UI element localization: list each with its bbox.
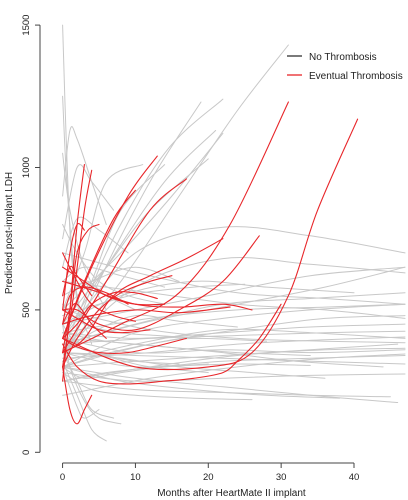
no-thrombosis-series-line: [62, 164, 115, 240]
no-thrombosis-series-line: [62, 314, 238, 354]
no-thrombosis-series-line: [62, 216, 129, 268]
no-thrombosis-series-line: [62, 330, 406, 345]
no-thrombosis-series-line: [62, 366, 340, 399]
no-thrombosis-series-line: [62, 336, 406, 359]
x-tick-label: 20: [203, 472, 214, 483]
x-tick-label: 40: [349, 472, 360, 483]
eventual-thrombosis-series-line: [62, 291, 158, 339]
eventual-thrombosis-series-line: [62, 169, 93, 368]
no-thrombosis-series-line: [62, 280, 406, 319]
eventual-thrombosis-series-line: [62, 309, 151, 334]
legend-label-eventual-thrombosis: Eventual Thrombosis: [309, 71, 403, 82]
y-axis-ticks: 0 500 1000 1500: [21, 15, 40, 455]
eventual-thrombosis-series-line: [62, 303, 282, 385]
no-thrombosis-series-line: [62, 337, 268, 368]
eventual-thrombosis-series-line: [62, 223, 100, 354]
eventual-thrombosis-series-line: [62, 366, 93, 425]
no-thrombosis-series-line: [62, 283, 246, 317]
no-thrombosis-series-line: [62, 101, 202, 368]
no-thrombosis-series-line: [62, 347, 406, 382]
x-tick-label: 30: [276, 472, 287, 483]
eventual-thrombosis-series-line: [62, 178, 187, 354]
eventual-thrombosis-series-line: [62, 265, 93, 297]
eventual-thrombosis-lines: [62, 101, 359, 425]
legend-label-no-thrombosis: No Thrombosis: [309, 52, 377, 63]
y-tick-label: 0: [21, 450, 32, 455]
no-thrombosis-series-line: [62, 337, 406, 354]
y-tick-label: 500: [21, 302, 32, 318]
no-thrombosis-series-line: [62, 332, 311, 356]
no-thrombosis-series-line: [62, 366, 399, 403]
no-thrombosis-series-line: [62, 266, 406, 325]
no-thrombosis-series-line: [62, 323, 406, 339]
no-thrombosis-series-line: [62, 252, 406, 305]
y-tick-label: 1500: [21, 15, 32, 36]
x-axis-title: Months after HeartMate II implant: [157, 488, 306, 499]
no-thrombosis-series-line: [62, 309, 406, 344]
no-thrombosis-series-line: [62, 158, 209, 325]
no-thrombosis-series-line: [62, 266, 166, 288]
eventual-thrombosis-series-line: [62, 189, 136, 339]
no-thrombosis-series-line: [62, 360, 107, 442]
x-tick-label: 10: [130, 472, 141, 483]
no-thrombosis-series-line: [62, 315, 406, 368]
no-thrombosis-series-line: [62, 328, 406, 362]
no-thrombosis-series-line: [62, 366, 100, 419]
no-thrombosis-series-line: [62, 95, 93, 345]
legend: No Thrombosis Eventual Thrombosis: [287, 52, 403, 82]
eventual-thrombosis-series-line: [62, 337, 187, 355]
y-tick-label: 1000: [21, 157, 32, 178]
no-thrombosis-series-line: [62, 226, 406, 339]
no-thrombosis-series-line: [62, 343, 209, 374]
x-axis-ticks: 0 10 20 30 40: [60, 463, 359, 483]
no-thrombosis-series-line: [62, 126, 107, 225]
y-axis-title: Predicted post-implant LDH: [4, 172, 15, 294]
no-thrombosis-series-line: [62, 343, 399, 368]
no-thrombosis-series-line: [62, 303, 406, 334]
no-thrombosis-series-line: [62, 257, 406, 354]
no-thrombosis-series-line: [62, 323, 122, 425]
eventual-thrombosis-series-line: [62, 238, 224, 354]
eventual-thrombosis-series-line: [62, 286, 129, 325]
eventual-thrombosis-series-line: [62, 275, 173, 368]
no-thrombosis-series-line: [62, 98, 224, 368]
no-thrombosis-series-line: [62, 363, 311, 382]
eventual-thrombosis-series-line: [62, 280, 253, 311]
x-tick-label: 0: [60, 472, 65, 483]
eventual-thrombosis-series-line: [62, 303, 107, 339]
no-thrombosis-lines: [62, 24, 406, 442]
eventual-thrombosis-series-line: [62, 235, 260, 331]
no-thrombosis-series-line: [62, 372, 253, 401]
eventual-thrombosis-series-line: [62, 118, 359, 371]
